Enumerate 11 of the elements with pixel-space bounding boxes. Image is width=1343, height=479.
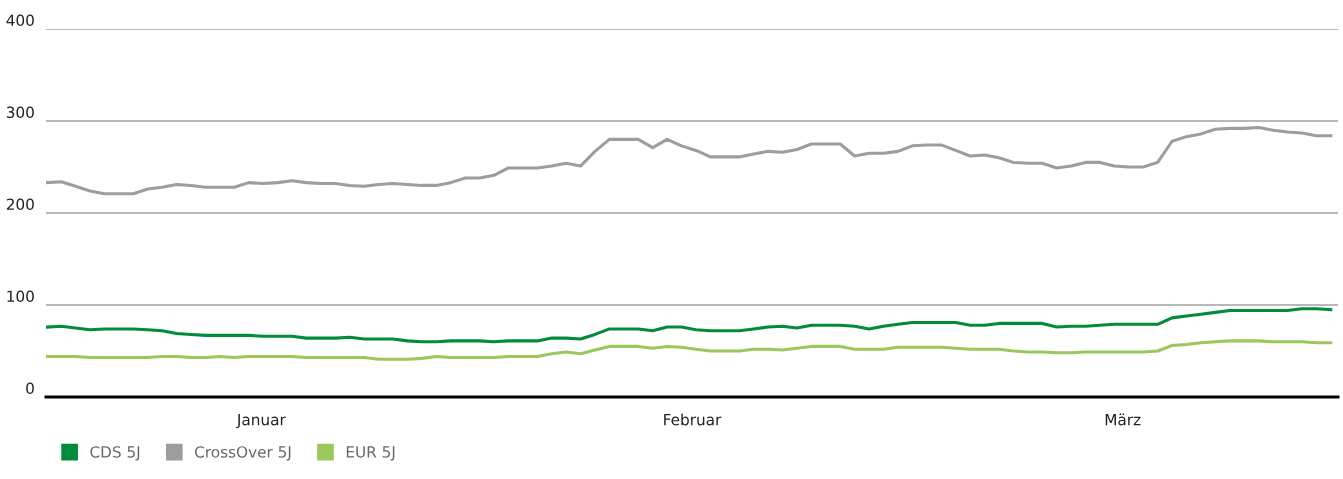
y-tick-label: 200 xyxy=(6,198,34,211)
text: März xyxy=(1105,413,1141,426)
legend-label: EUR 5J xyxy=(346,446,395,461)
y-tick-label: 400 xyxy=(6,14,34,27)
text: Februar xyxy=(664,413,722,426)
text: Januar xyxy=(236,414,286,429)
legend-label: CrossOver 5J xyxy=(195,446,291,461)
y-tick-label: 300 xyxy=(6,106,34,119)
legend-label: CDS 5J xyxy=(90,446,140,461)
y-tick-label: 0 xyxy=(26,382,34,395)
y-tick-label: 100 xyxy=(7,290,34,303)
